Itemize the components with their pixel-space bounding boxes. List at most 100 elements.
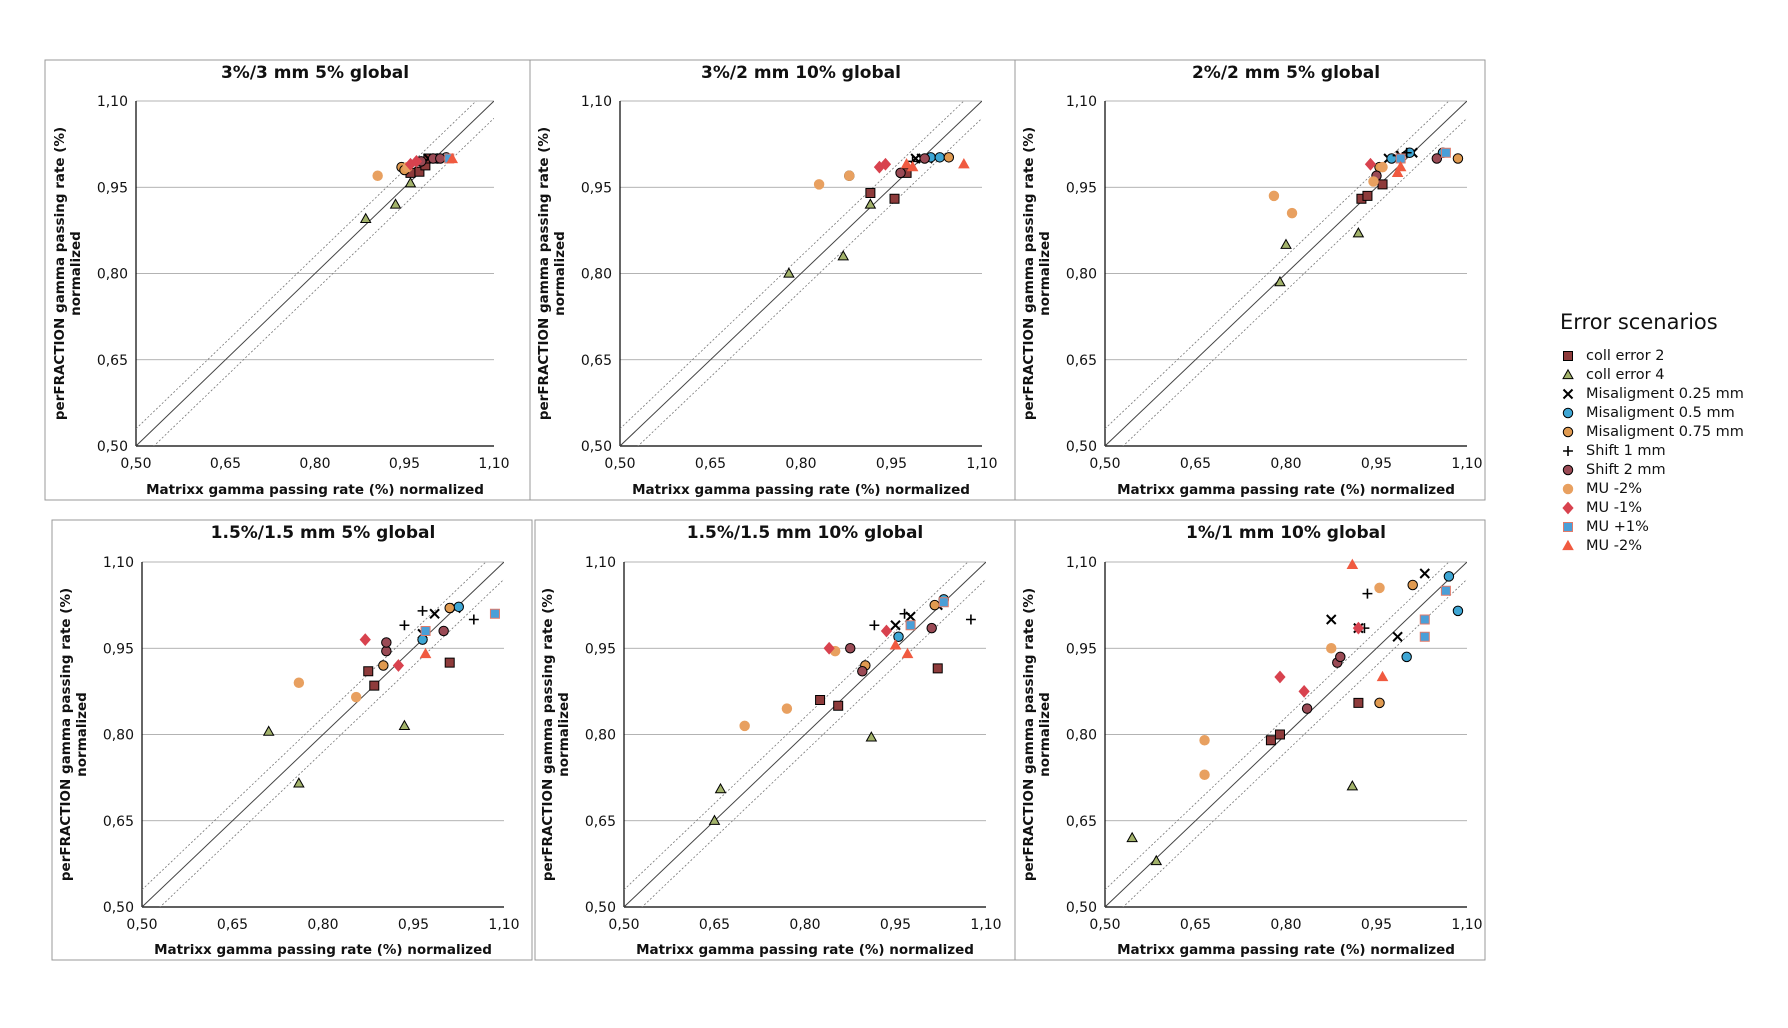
legend-marker-shape: [1563, 522, 1573, 532]
y-tick-label: 1,10: [1066, 555, 1097, 571]
data-point: [1352, 621, 1365, 635]
data-point: [1364, 157, 1377, 171]
data-points: [1126, 558, 1464, 866]
x-tick-label: 0,65: [217, 917, 248, 933]
data-point: [905, 620, 916, 631]
data-point: [844, 170, 855, 181]
data-point: [398, 719, 411, 730]
data-point: [1374, 697, 1385, 709]
data-point: [783, 267, 795, 278]
data-point: [823, 641, 835, 655]
y-tick-label: 0,65: [103, 814, 134, 830]
data-point: [932, 663, 943, 674]
data-point: [919, 153, 930, 164]
data-point: [1280, 238, 1292, 249]
y-tick-label: 0,50: [103, 900, 134, 916]
y-tick-label: 1,10: [103, 555, 134, 571]
data-point: [1419, 631, 1430, 642]
data-point: [893, 631, 904, 642]
identity-line: [1105, 101, 1467, 446]
chart-title: 3%/2 mm 10% global: [701, 63, 901, 83]
panel-frame: [529, 59, 1018, 501]
legend-label: Misaligment 0.5 mm: [1586, 404, 1735, 421]
data-point: [1368, 176, 1379, 187]
chart-panel-3: 0,50 0,65 0,80 0,95 1,10 0,50 0,65 0,80 0,95 1,10…: [1014, 59, 1486, 501]
data-point: [889, 639, 902, 650]
data-point: [1440, 585, 1451, 596]
panel-frame: [1014, 519, 1486, 961]
legend-marker-shape: [1562, 368, 1574, 380]
data-point: [372, 170, 383, 181]
legend-label: MU -1%: [1586, 499, 1642, 516]
x-tick-label: 0,95: [880, 917, 911, 933]
legend-marker-shape: [1563, 446, 1573, 456]
data-point: [1443, 571, 1455, 582]
tolerance-line-lower: [641, 578, 986, 907]
y-tick-label: 1,10: [581, 94, 612, 110]
panel-frame: [51, 519, 533, 961]
data-point: [399, 620, 410, 631]
data-point: [453, 601, 464, 613]
legend-items: coll error 2 coll error 4 Misaligment 0.25…: [1560, 346, 1780, 555]
data-point: [389, 198, 402, 209]
y-tick-label: 0,80: [1066, 267, 1097, 283]
data-point: [879, 157, 892, 171]
x-axis-label: Matrixx gamma passing rate (%) normalize…: [636, 942, 974, 958]
x-tick-label: 1,10: [1451, 917, 1482, 933]
y-axis-label: normalized: [552, 231, 568, 316]
data-point: [1376, 670, 1389, 682]
y-tick-label: 1,10: [97, 94, 128, 110]
y-tick-label: 0,80: [103, 728, 134, 744]
data-point: [444, 657, 455, 668]
y-tick-label: 0,95: [97, 180, 128, 196]
legend-marker-shape: [1562, 501, 1574, 515]
data-point: [1431, 153, 1443, 164]
x-tick-label: 1,10: [970, 917, 1001, 933]
x-tick-label: 1,10: [966, 456, 997, 472]
data-point: [1274, 729, 1285, 740]
reference-lines: [1105, 562, 1467, 907]
x-tick-label: 0,65: [1180, 456, 1211, 472]
y-axis-label: perFRACTION gamma passing rate (%): [536, 127, 552, 420]
tolerance-line-lower: [159, 578, 504, 907]
legend-label: Shift 1 mm: [1586, 442, 1666, 459]
x-tick-label: 0,65: [210, 456, 241, 472]
data-point: [417, 634, 428, 645]
legend-marker-shape: [1563, 351, 1573, 361]
legend-marker: [1562, 539, 1574, 551]
data-point: [1265, 735, 1276, 746]
legend-marker-shape: [1562, 407, 1574, 419]
data-point: [845, 643, 856, 654]
y-axis-label: normalized: [68, 231, 84, 316]
x-tick-label: 0,50: [126, 917, 157, 933]
legend-label: MU +1%: [1586, 518, 1649, 535]
data-point: [1452, 153, 1464, 164]
x-tick-label: 0,65: [695, 456, 726, 472]
data-point: [293, 677, 305, 688]
x-tick-label: 0,50: [604, 456, 635, 472]
chart-panel-5: 0,50 0,65 0,80 0,95 1,10 0,50 0,65 0,80 0,95 1,10…: [534, 519, 1016, 961]
y-axis-label: perFRACTION gamma passing rate (%): [52, 127, 68, 420]
data-point: [1274, 275, 1286, 287]
legend-label: Misaligment 0.75 mm: [1586, 423, 1744, 440]
data-point: [1391, 166, 1404, 177]
tolerance-line-lower: [1122, 117, 1467, 446]
data-point: [1377, 179, 1388, 190]
x-tick-label: 0,95: [1361, 917, 1392, 933]
y-tick-label: 0,50: [1066, 900, 1097, 916]
data-point: [1394, 160, 1407, 172]
tolerance-line-upper: [624, 562, 969, 891]
data-point: [926, 622, 937, 634]
y-tick-label: 0,95: [1066, 180, 1097, 196]
x-axis-label: Matrixx gamma passing rate (%) normalize…: [154, 942, 492, 958]
y-tick-label: 0,65: [585, 814, 616, 830]
tolerance-line-lower: [153, 117, 494, 446]
x-tick-label: 0,80: [789, 917, 820, 933]
data-point: [1199, 735, 1210, 746]
data-point: [906, 160, 919, 172]
x-tick-label: 0,50: [120, 456, 151, 472]
y-tick-label: 0,65: [1066, 353, 1097, 369]
y-axis-label: normalized: [556, 692, 572, 777]
data-point: [813, 179, 825, 190]
